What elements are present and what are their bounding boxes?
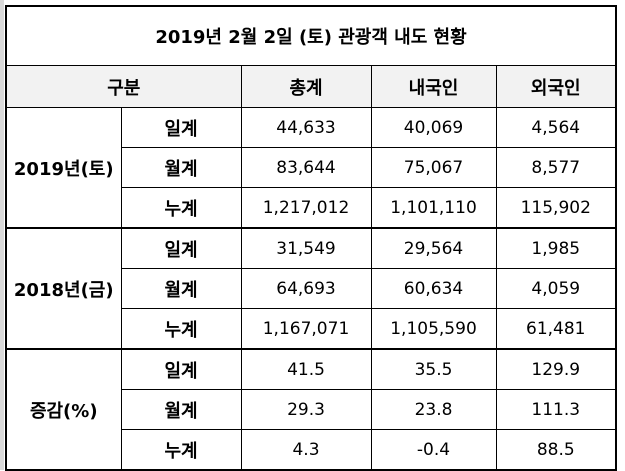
row-label: 일계 (120, 107, 242, 148)
header-cell: 외국인 (495, 65, 617, 108)
group-label: 증감(%) (5, 348, 122, 471)
data-row: 2019년(토) 일계 44,633 40,069 4,564 (5, 107, 617, 229)
group-label: 2019년(토) (5, 107, 122, 229)
value-cell: 88.5 (495, 429, 617, 471)
value-cell: 75,067 (370, 147, 497, 188)
title: 2019년 2월 2일 (토) 관광객 내도 현황 (5, 5, 617, 66)
value-cell: 8,577 (495, 147, 617, 188)
data-row: 월계 64,693 60,634 4,059 (6, 268, 617, 309)
value-cell: 4.3 (240, 429, 372, 471)
value-cell: 31,549 (240, 227, 372, 269)
value-cell: 1,985 (495, 227, 617, 269)
value-cell: 1,167,071 (240, 308, 372, 350)
value-cell: 41.5 (240, 348, 372, 390)
group-label: 2018년(금) (5, 227, 122, 350)
data-row: 월계 83,644 75,067 8,577 (6, 147, 617, 188)
row-label: 일계 (120, 227, 242, 269)
value-cell: -0.4 (370, 429, 497, 471)
data-row: 2018년(금) 일계 31,549 29,564 1,985 (5, 227, 617, 350)
header-cell: 내국인 (370, 65, 497, 108)
header-row: 구분 총계 내국인 외국인 (5, 65, 617, 108)
value-cell: 1,217,012 (240, 187, 372, 229)
value-cell: 115,902 (495, 187, 617, 229)
value-cell: 35.5 (370, 348, 497, 390)
data-row: 누계 4.3 -0.4 88.5 (6, 429, 617, 471)
value-cell: 44,633 (240, 107, 372, 148)
value-cell: 4,564 (495, 107, 617, 148)
data-row: 누계 1,217,012 1,101,110 115,902 (6, 187, 617, 229)
data-row: 월계 29.3 23.8 111.3 (6, 389, 617, 430)
data-row: 누계 1,167,071 1,105,590 61,481 (6, 308, 617, 350)
header-cell: 구분 (5, 65, 242, 108)
header-cell: 총계 (240, 65, 372, 108)
row-label: 월계 (120, 268, 242, 309)
row-label: 누계 (120, 429, 242, 471)
value-cell: 60,634 (370, 268, 497, 309)
value-cell: 23.8 (370, 389, 497, 430)
value-cell: 83,644 (240, 147, 372, 188)
row-label: 일계 (120, 348, 242, 390)
value-cell: 111.3 (495, 389, 617, 430)
row-label: 누계 (120, 187, 242, 229)
title-row: 2019년 2월 2일 (토) 관광객 내도 현황 (5, 5, 617, 66)
value-cell: 1,105,590 (370, 308, 497, 350)
value-cell: 40,069 (370, 107, 497, 148)
row-label: 누계 (120, 308, 242, 350)
value-cell: 1,101,110 (370, 187, 497, 229)
value-cell: 61,481 (495, 308, 617, 350)
value-cell: 29,564 (370, 227, 497, 269)
data-row: 증감(%) 일계 41.5 35.5 129.9 (5, 348, 617, 471)
tourist-table: 2019년 2월 2일 (토) 관광객 내도 현황 구분 총계 내국인 외국인 2019… (5, 5, 617, 471)
value-cell: 4,059 (495, 268, 617, 309)
value-cell: 29.3 (240, 389, 372, 430)
value-cell: 64,693 (240, 268, 372, 309)
row-label: 월계 (120, 389, 242, 430)
row-label: 월계 (120, 147, 242, 188)
value-cell: 129.9 (495, 348, 617, 390)
